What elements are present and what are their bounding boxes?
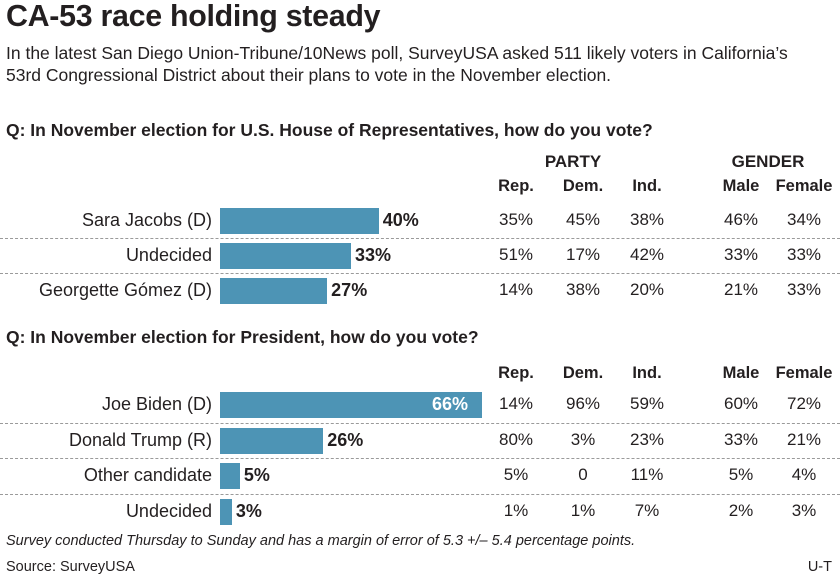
table-cell: 96% — [565, 394, 601, 413]
table-cell: 20% — [629, 280, 665, 299]
column-header: Male — [722, 177, 760, 195]
table-cell: 33% — [786, 245, 822, 264]
table-cell: 3% — [570, 429, 596, 449]
column-header: Ind. — [632, 364, 662, 382]
credit: U-T — [807, 559, 832, 575]
column-header: Rep. — [498, 364, 534, 382]
row-label: Undecided — [125, 245, 212, 265]
table-cell: 34% — [786, 210, 822, 229]
table-cell: 1% — [570, 500, 596, 520]
table-cell: 35% — [498, 210, 534, 229]
row-label: Undecided — [125, 500, 212, 521]
table-cell: 17% — [565, 245, 601, 264]
bar — [220, 498, 232, 525]
group-header: GENDER — [731, 152, 805, 171]
row-label: Georgette Gómez (D) — [38, 280, 212, 300]
table-cell: 7% — [634, 500, 660, 520]
table-cell: 72% — [786, 394, 822, 413]
table-cell: 38% — [629, 210, 665, 229]
bar-value-label: 66% — [432, 394, 469, 414]
table-cell: 33% — [786, 280, 822, 299]
bar — [220, 278, 328, 304]
column-header: Ind. — [632, 177, 662, 195]
row-divider — [0, 458, 840, 459]
bar — [220, 392, 482, 418]
question-title: Q: In November election for U.S. House o… — [6, 120, 653, 140]
column-header: Dem. — [562, 177, 604, 195]
table-cell: 51% — [498, 245, 534, 264]
table-cell: 46% — [723, 210, 759, 229]
bar — [220, 208, 379, 234]
table-cell: 33% — [723, 245, 759, 264]
bar-value-label: 40% — [382, 210, 419, 230]
bar-value-label: 27% — [331, 280, 368, 300]
table-cell: 5% — [728, 465, 754, 484]
table-cell: 14% — [498, 280, 534, 299]
table-cell: 45% — [565, 210, 601, 229]
intro-text: In the latest San Diego Union-Tribune/10… — [6, 43, 788, 85]
table-cell: 0 — [578, 465, 588, 484]
column-header: Dem. — [562, 364, 604, 382]
bar-value-label: 26% — [327, 429, 364, 450]
footnote: Survey conducted Thursday to Sunday and … — [6, 533, 636, 549]
row-label: Donald Trump (R) — [68, 429, 212, 450]
table-cell: 33% — [723, 429, 759, 449]
row-divider — [0, 422, 840, 424]
table-cell: 2% — [728, 500, 754, 520]
column-header: Rep. — [498, 177, 534, 195]
question-title: Q: In November election for President, h… — [6, 327, 479, 347]
table-cell: 38% — [565, 280, 601, 299]
table-cell: 21% — [786, 429, 822, 449]
row-label: Joe Biden (D) — [101, 394, 212, 414]
row-divider — [0, 273, 840, 274]
table-cell: 80% — [498, 429, 534, 449]
table-cell: 14% — [498, 394, 534, 413]
table-cell: 3% — [791, 500, 817, 520]
table-cell: 4% — [791, 465, 817, 484]
row-divider — [0, 238, 840, 239]
page-title: CA-53 race holding steady — [6, 0, 381, 33]
bar-value-label: 33% — [355, 245, 392, 265]
bar-value-label: 5% — [243, 465, 270, 485]
bar-value-label: 3% — [235, 500, 262, 521]
table-cell: 23% — [629, 429, 665, 449]
row-label: Sara Jacobs (D) — [81, 210, 212, 230]
row-divider — [0, 493, 840, 495]
table-cell: 11% — [630, 465, 664, 484]
bar — [220, 427, 324, 454]
table-cell: 42% — [629, 245, 665, 264]
bar — [220, 463, 240, 489]
row-label: Other candidate — [83, 465, 212, 485]
column-header: Female — [775, 177, 833, 195]
column-header: Male — [722, 364, 760, 382]
table-cell: 21% — [723, 280, 759, 299]
bar — [220, 243, 351, 269]
table-cell: 60% — [723, 394, 759, 413]
table-cell: 5% — [503, 465, 529, 484]
column-header: Female — [775, 364, 833, 382]
group-header: PARTY — [544, 152, 602, 171]
source-line: Source: SurveyUSA — [6, 559, 135, 575]
table-cell: 59% — [629, 394, 665, 413]
table-cell: 1% — [503, 500, 529, 520]
